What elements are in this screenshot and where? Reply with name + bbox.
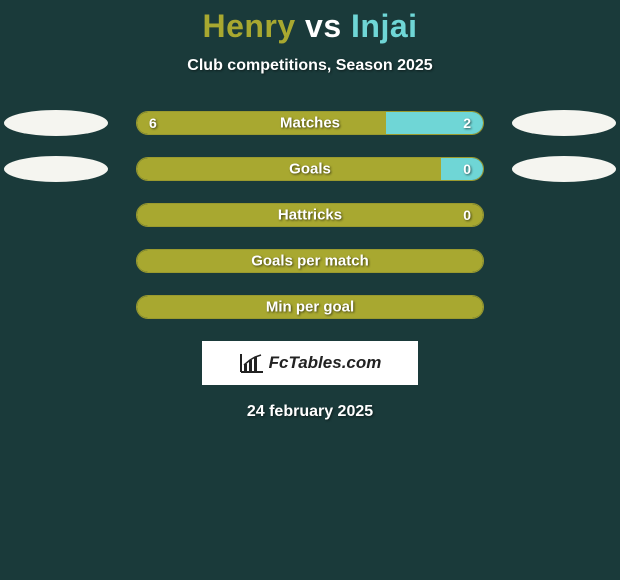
chart-icon [239,352,265,374]
stat-label: Goals per match [251,253,369,270]
stat-bar: Hattricks 0 [136,203,484,227]
subtitle: Club competitions, Season 2025 [0,57,620,75]
player2-name: Injai [351,8,418,44]
stat-row: Goals per match [0,249,620,273]
vs-text: vs [305,8,342,44]
player1-marker [4,110,108,136]
date-text: 24 february 2025 [0,403,620,421]
page-title: Henry vs Injai [0,8,620,45]
logo: FcTables.com [239,352,382,374]
stat-row: Goals 0 [0,157,620,181]
stat-bar: Goals 0 [136,157,484,181]
logo-box: FcTables.com [202,341,418,385]
bar-left-fill [137,112,386,134]
stat-bar: Matches 6 2 [136,111,484,135]
stat-bar: Min per goal [136,295,484,319]
stat-value-right: 2 [463,115,471,131]
stat-row: Matches 6 2 [0,111,620,135]
player1-name: Henry [202,8,295,44]
comparison-widget: Henry vs Injai Club competitions, Season… [0,0,620,421]
stat-label: Matches [280,115,340,132]
stat-label: Goals [289,161,331,178]
player1-marker [4,156,108,182]
stats-list: Matches 6 2 Goals 0 Hattricks 0 Goals per match… [0,111,620,319]
player2-marker [512,110,616,136]
logo-text: FcTables.com [269,353,382,373]
stat-bar: Goals per match [136,249,484,273]
stat-row: Hattricks 0 [0,203,620,227]
stat-value-right: 0 [463,161,471,177]
stat-label: Hattricks [278,207,342,224]
player2-marker [512,156,616,182]
stat-value-right: 0 [463,207,471,223]
stat-label: Min per goal [266,299,354,316]
stat-row: Min per goal [0,295,620,319]
stat-value-left: 6 [149,115,157,131]
